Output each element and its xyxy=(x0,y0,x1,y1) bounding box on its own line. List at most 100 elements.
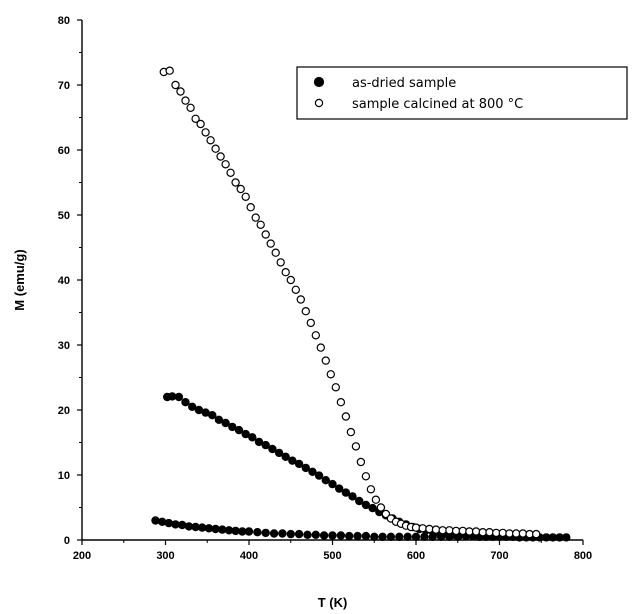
x-tick-label: 700 xyxy=(490,550,508,562)
data-point xyxy=(248,433,257,442)
data-point xyxy=(498,528,507,538)
data-point xyxy=(296,295,305,304)
data-point xyxy=(378,532,387,542)
legend-marker xyxy=(314,98,324,108)
data-point xyxy=(251,213,260,222)
series-0 xyxy=(162,392,571,542)
data-point xyxy=(246,202,255,212)
y-tick-label: 40 xyxy=(58,275,70,287)
data-point xyxy=(368,503,377,513)
data-point xyxy=(336,398,346,407)
data-point xyxy=(186,103,195,113)
data-point xyxy=(221,418,230,428)
data-point xyxy=(341,412,351,421)
data-point xyxy=(321,356,330,365)
data-point xyxy=(471,527,481,536)
data-point xyxy=(353,531,362,541)
data-point xyxy=(201,128,210,137)
data-point xyxy=(328,531,337,540)
data-point xyxy=(321,476,330,485)
data-point xyxy=(231,526,240,536)
data-point xyxy=(311,530,320,540)
data-point xyxy=(187,402,197,411)
data-point xyxy=(276,258,285,267)
data-point xyxy=(345,531,354,541)
y-tick-label: 80 xyxy=(58,15,70,27)
data-point xyxy=(204,524,214,533)
data-point xyxy=(244,527,254,536)
data-point xyxy=(177,520,187,530)
x-axis-label: T (K) xyxy=(318,595,348,610)
data-point xyxy=(261,230,270,239)
y-tick-label: 10 xyxy=(58,470,70,482)
data-point xyxy=(254,437,264,447)
data-point xyxy=(294,529,304,539)
data-point xyxy=(366,485,376,494)
data-point xyxy=(231,178,240,187)
data-point xyxy=(261,440,270,450)
data-point xyxy=(266,239,275,248)
data-point xyxy=(562,533,571,542)
data-point xyxy=(164,518,173,528)
data-point xyxy=(211,144,220,153)
data-point xyxy=(214,415,224,424)
data-point xyxy=(411,523,421,532)
data-point xyxy=(303,530,312,540)
data-point xyxy=(301,463,310,473)
data-point xyxy=(306,318,315,328)
data-point xyxy=(268,444,277,454)
y-axis-label: M (emu/g) xyxy=(12,249,27,310)
x-tick-label: 600 xyxy=(407,550,425,562)
data-point xyxy=(184,522,194,531)
data-point xyxy=(328,479,337,489)
data-point xyxy=(181,96,190,105)
data-point xyxy=(294,459,304,469)
data-point xyxy=(221,160,230,169)
data-point xyxy=(319,531,329,540)
data-point xyxy=(395,532,404,542)
data-point xyxy=(355,496,364,506)
data-point xyxy=(532,529,541,539)
data-point xyxy=(196,119,205,129)
data-point xyxy=(208,411,217,420)
legend-label: as-dried sample xyxy=(352,76,456,91)
data-point xyxy=(420,532,429,542)
axes: 200 300 400 500 600 700 800 0 10 20 30 40 50 60 70 80 xyxy=(58,15,592,562)
data-point xyxy=(371,495,381,504)
data-point xyxy=(314,471,324,480)
data-point xyxy=(485,528,494,537)
data-point xyxy=(261,528,270,538)
data-point xyxy=(151,516,160,525)
data-point xyxy=(316,343,325,352)
data-point xyxy=(234,425,244,435)
legend-label: sample calcined at 800 °C xyxy=(352,97,523,112)
data-point xyxy=(418,524,427,533)
series-layer xyxy=(151,66,571,542)
data-point xyxy=(445,526,454,535)
data-point xyxy=(356,457,366,467)
x-tick-label: 300 xyxy=(156,550,174,562)
y-tick-label: 30 xyxy=(58,340,70,352)
data-point xyxy=(346,427,356,437)
data-point xyxy=(301,307,310,316)
data-point xyxy=(348,492,357,501)
data-point xyxy=(361,500,371,510)
data-point xyxy=(206,136,215,145)
data-point xyxy=(341,488,351,497)
data-point xyxy=(271,248,280,257)
data-point xyxy=(211,524,220,534)
data-point xyxy=(191,114,200,124)
y-tick-label: 60 xyxy=(58,145,70,157)
data-point xyxy=(361,472,371,481)
data-point xyxy=(228,422,237,432)
legend: as-dried sample sample calcined at 800 °C xyxy=(296,66,628,120)
data-point xyxy=(431,525,441,534)
x-tick-label: 500 xyxy=(323,550,341,562)
data-point xyxy=(165,66,174,75)
data-point xyxy=(335,484,344,493)
data-point xyxy=(411,532,421,542)
data-point xyxy=(181,398,190,407)
data-point xyxy=(226,168,235,177)
x-tick-label: 400 xyxy=(240,550,258,562)
data-point xyxy=(288,456,297,465)
